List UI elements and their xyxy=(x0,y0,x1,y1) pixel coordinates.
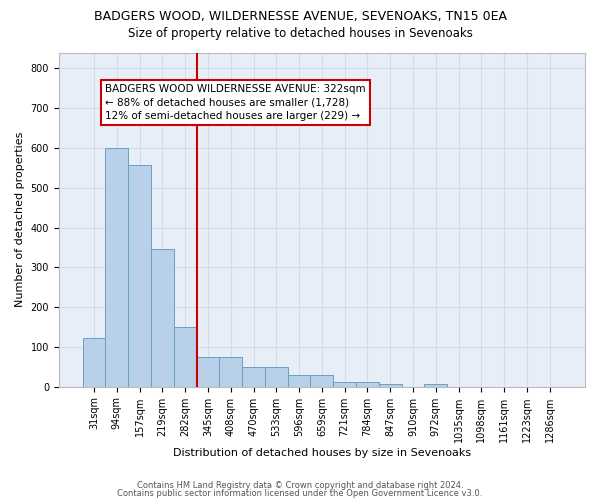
Bar xyxy=(242,367,265,386)
Bar xyxy=(83,338,106,386)
Text: Size of property relative to detached houses in Sevenoaks: Size of property relative to detached ho… xyxy=(128,28,472,40)
Bar xyxy=(128,164,151,386)
Text: BADGERS WOOD WILDERNESSE AVENUE: 322sqm
← 88% of detached houses are smaller (1,: BADGERS WOOD WILDERNESSE AVENUE: 322sqm … xyxy=(106,84,366,120)
Bar xyxy=(356,382,379,386)
Text: BADGERS WOOD, WILDERNESSE AVENUE, SEVENOAKS, TN15 0EA: BADGERS WOOD, WILDERNESSE AVENUE, SEVENO… xyxy=(94,10,506,23)
Bar xyxy=(265,367,288,386)
Bar xyxy=(333,382,356,386)
Bar xyxy=(174,327,197,386)
Y-axis label: Number of detached properties: Number of detached properties xyxy=(15,132,25,308)
Bar xyxy=(220,357,242,386)
Bar xyxy=(106,148,128,386)
Bar xyxy=(151,248,174,386)
Bar xyxy=(310,375,333,386)
Bar xyxy=(379,384,401,386)
Bar xyxy=(424,384,447,386)
X-axis label: Distribution of detached houses by size in Sevenoaks: Distribution of detached houses by size … xyxy=(173,448,471,458)
Text: Contains public sector information licensed under the Open Government Licence v3: Contains public sector information licen… xyxy=(118,489,482,498)
Text: Contains HM Land Registry data © Crown copyright and database right 2024.: Contains HM Land Registry data © Crown c… xyxy=(137,480,463,490)
Bar xyxy=(288,375,310,386)
Bar xyxy=(197,357,220,386)
